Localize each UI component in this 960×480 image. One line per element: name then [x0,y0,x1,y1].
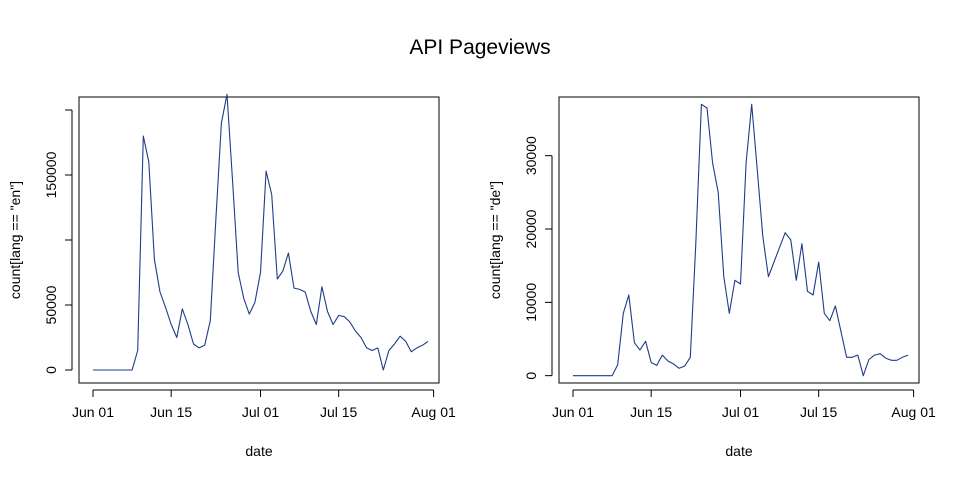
x-tick-label-de-4: Aug 01 [891,404,936,420]
y-tick-label-en-0: 0 [43,366,59,374]
plot-frame-en [78,96,440,384]
series-line-en [93,93,429,371]
y-axis-label-de: count[lang == "de"] [487,181,503,299]
x-tick-label-en-2: Jul 01 [242,404,280,420]
y-tick-label-de-2: 20000 [523,209,539,248]
series-line-de [573,103,909,377]
x-tick-label-de-3: Jul 15 [800,404,838,420]
x-tick-label-en-3: Jul 15 [320,404,358,420]
x-tick-label-de-2: Jul 01 [722,404,760,420]
y-tick-label-en-1: 50000 [43,285,59,324]
y-tick-label-en-2: 150000 [43,151,59,198]
x-axis-label-en: date [245,443,272,459]
y-tick-label-de-1: 10000 [523,283,539,322]
x-tick-label-en-4: Aug 01 [411,404,456,420]
plot-frame-de [558,96,920,384]
panel-de: Jun 01 Jun 15 Jul 01 Jul 15 Aug 01 0 10000 2000… [487,96,936,459]
chart-title: API Pageviews [409,36,550,59]
y-tick-label-de-3: 30000 [523,136,539,175]
x-tick-label-en-1: Jun 15 [150,404,192,420]
plot-marks-de: Jun 01 Jun 15 Jul 01 Jul 15 Aug 01 0 10000 2000… [523,103,936,420]
x-tick-label-de-1: Jun 15 [630,404,672,420]
plot-marks-en: Jun 01 Jun 15 Jul 01 Jul 15 Aug 01 0 50000 1500… [43,93,456,420]
x-tick-label-en-0: Jun 01 [72,404,114,420]
panel-en: Jun 01 Jun 15 Jul 01 Jul 15 Aug 01 0 50000 1500… [7,93,456,459]
x-axis-label-de: date [725,443,752,459]
y-tick-label-de-0: 0 [523,372,539,380]
x-tick-label-de-0: Jun 01 [552,404,594,420]
y-axis-label-en: count[lang == "en"] [7,181,23,299]
